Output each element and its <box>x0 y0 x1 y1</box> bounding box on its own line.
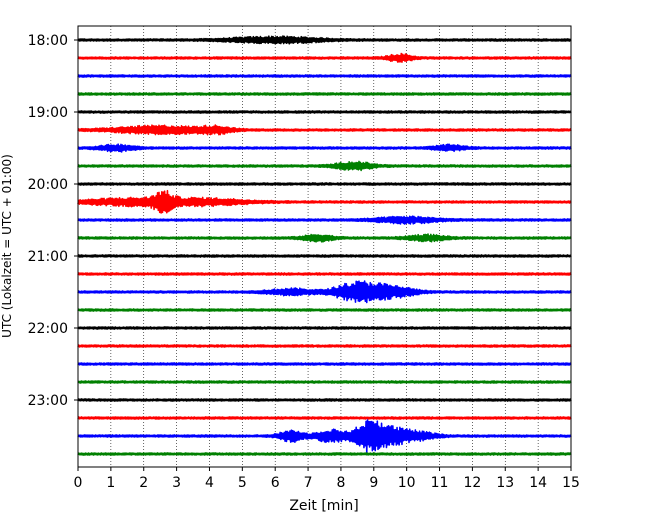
trace-1930 <box>77 143 572 153</box>
x-tick-label: 8 <box>336 475 345 491</box>
trace-2100 <box>77 254 572 258</box>
x-tick-label: 6 <box>271 475 280 491</box>
plot-frame <box>77 25 572 468</box>
trace-2200 <box>77 326 572 330</box>
x-tick-label: 14 <box>529 475 547 491</box>
x-tick-label: 13 <box>496 475 514 491</box>
y-tick-label: 21:00 <box>28 249 68 265</box>
y-tick-label: 23:00 <box>28 393 68 409</box>
x-tick-label: 2 <box>139 475 148 491</box>
trace-1945 <box>77 160 572 172</box>
x-tick-label: 10 <box>398 475 416 491</box>
trace-2330 <box>77 419 572 453</box>
trace-2230 <box>77 362 572 366</box>
x-tick-label: 12 <box>463 475 481 491</box>
x-tick-label: 7 <box>304 475 313 491</box>
trace-2345 <box>77 452 572 456</box>
x-tick-label: 15 <box>562 475 580 491</box>
trace-2245 <box>77 380 572 384</box>
x-tick-label: 4 <box>205 475 214 491</box>
trace-2300 <box>77 398 572 402</box>
trace-2315 <box>77 416 572 420</box>
x-tick-label: 0 <box>74 475 83 491</box>
trace-1845 <box>77 92 572 96</box>
y-axis-label: UTC (Lokalzeit = UTC + 01:00) <box>0 154 14 338</box>
trace-2015 <box>77 189 572 214</box>
x-tick-label: 11 <box>431 475 449 491</box>
trace-2000 <box>77 182 572 186</box>
y-axis-ticks: 18:00 19:00 20:00 21:00 22:00 23:00 <box>28 33 78 409</box>
trace-2215 <box>77 344 572 348</box>
trace-1900 <box>77 110 572 114</box>
traces-group <box>77 35 572 456</box>
y-tick-label: 22:00 <box>28 321 68 337</box>
x-tick-label: 5 <box>238 475 247 491</box>
x-axis-ticks: 0 1 2 3 4 5 6 7 8 9 10 11 12 13 14 15 <box>74 467 580 491</box>
x-tick-label: 3 <box>172 475 181 491</box>
trace-1815 <box>77 52 572 63</box>
trace-2130 <box>77 280 572 304</box>
trace-1830 <box>77 74 572 78</box>
y-tick-label: 19:00 <box>28 105 68 121</box>
trace-2145 <box>77 308 572 312</box>
y-tick-label: 18:00 <box>28 33 68 49</box>
x-tick-label: 1 <box>106 475 115 491</box>
trace-1800 <box>77 35 572 45</box>
y-tick-label: 20:00 <box>28 177 68 193</box>
trace-2115 <box>77 272 572 276</box>
x-tick-label: 9 <box>369 475 378 491</box>
x-axis-label: Zeit [min] <box>289 498 358 514</box>
trace-2030 <box>77 215 572 225</box>
trace-2045 <box>77 233 572 243</box>
trace-1915 <box>77 124 572 136</box>
